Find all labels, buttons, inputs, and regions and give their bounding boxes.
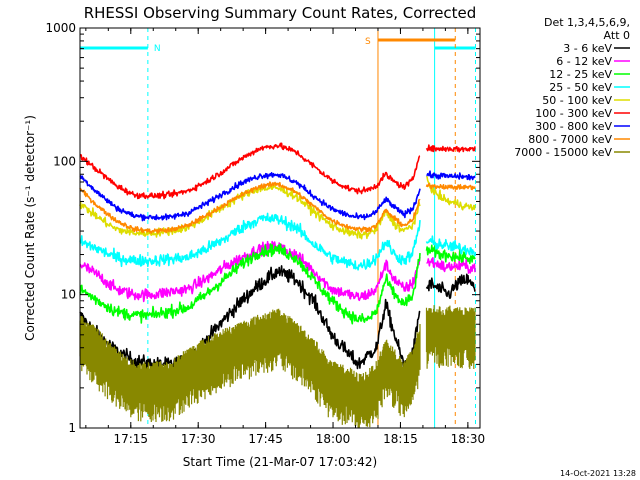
- y-tick-label-2: 100: [53, 154, 76, 168]
- series-1-trace-0: [79, 240, 421, 303]
- series-2-trace-0: [79, 243, 421, 325]
- legend-label-3: 25 - 50 keV: [549, 81, 612, 94]
- legend-header-detectors: Det 1,3,4,5,6,9,: [544, 16, 630, 29]
- plot-frame: [79, 27, 481, 429]
- series-3-trace-0: [79, 212, 421, 271]
- legend-header-attenuator: Att 0: [604, 29, 630, 42]
- series-2-trace-1: [425, 244, 476, 265]
- legend-label-7: 800 - 7000 keV: [528, 133, 612, 146]
- legend-label-5: 100 - 300 keV: [535, 107, 612, 120]
- series-1: [79, 240, 476, 303]
- legend-label-1: 6 - 12 keV: [556, 55, 612, 68]
- legend-label-4: 50 - 100 keV: [542, 94, 612, 107]
- legend-label-0: 3 - 6 keV: [563, 42, 612, 55]
- legend-label-6: 300 - 800 keV: [535, 120, 612, 133]
- series-5-trace-1: [425, 144, 476, 153]
- x-tick-label-0: 17:15: [113, 432, 148, 446]
- series-4-trace-1: [425, 175, 476, 211]
- legend-label-2: 12 - 25 keV: [549, 68, 612, 81]
- series-6-trace-0: [79, 172, 421, 222]
- x-tick-label-3: 18:00: [316, 432, 351, 446]
- x-tick-label-2: 17:45: [248, 432, 283, 446]
- series-8-trace-0: [79, 308, 421, 428]
- series-0-trace-1: [425, 273, 476, 300]
- x-tick-label-5: 18:30: [451, 432, 486, 446]
- series-6: [79, 170, 476, 222]
- series-7-trace-1: [425, 183, 476, 191]
- chart-title: RHESSI Observing Summary Count Rates, Co…: [84, 4, 477, 22]
- y-tick-label-1: 10: [61, 288, 76, 302]
- series-2: [79, 243, 476, 325]
- series-3: [79, 212, 476, 271]
- y-axis-label: Corrected Count Rate (s⁻¹ detector⁻¹): [23, 115, 37, 341]
- series-8-trace-1: [425, 305, 476, 369]
- series-5: [79, 142, 476, 200]
- legend-label-8: 7000 - 15000 keV: [514, 146, 612, 159]
- saa-label: S: [365, 37, 371, 47]
- x-tick-label-4: 18:15: [383, 432, 418, 446]
- series-6-trace-1: [426, 170, 476, 181]
- series-8: [79, 305, 476, 428]
- series-7: [79, 181, 476, 234]
- x-axis-label: Start Time (21-Mar-07 17:03:42): [183, 455, 377, 469]
- series-5-trace-0: [79, 142, 421, 200]
- plot-series: [79, 142, 476, 428]
- x-tick-label-1: 17:30: [181, 432, 216, 446]
- y-tick-label-0: 1: [68, 421, 76, 435]
- series-1-trace-1: [426, 257, 476, 274]
- axes: 17:15 17:30 17:45 18:00 18:15 18:30 1 10 100 1000: [45, 21, 485, 446]
- footer-timestamp: 14-Oct-2021 13:28: [560, 469, 636, 478]
- night-label: N: [154, 44, 161, 54]
- series-3-trace-1: [425, 235, 476, 257]
- series-7-trace-0: [79, 181, 421, 234]
- series-4: [79, 175, 476, 240]
- y-tick-label-3: 1000: [45, 21, 76, 35]
